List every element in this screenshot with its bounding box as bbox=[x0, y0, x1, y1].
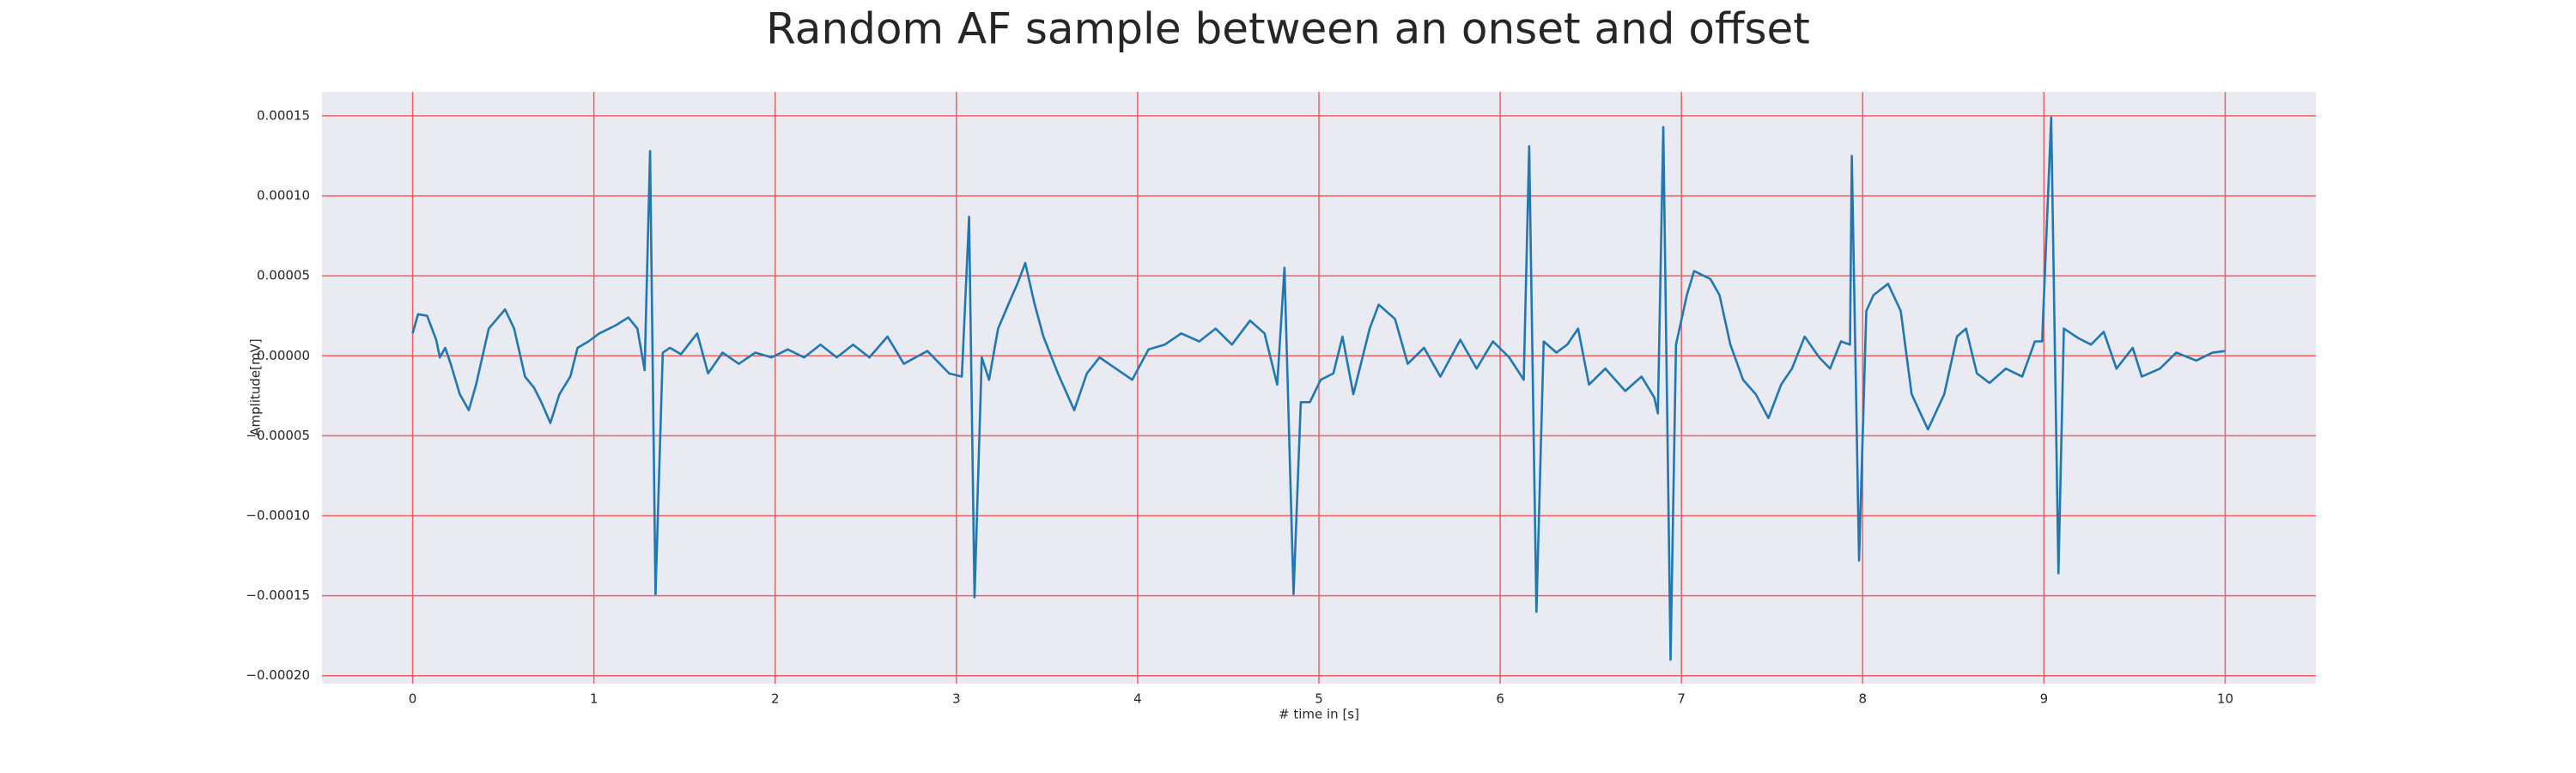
y-tick-label: −0.00020 bbox=[246, 667, 310, 683]
y-axis-label: Amplitude[mV] bbox=[248, 338, 264, 435]
x-tick-label: 0 bbox=[409, 691, 417, 707]
y-tick-label: −0.00010 bbox=[246, 508, 310, 523]
x-tick-label: 7 bbox=[1677, 691, 1686, 707]
x-tick-label: 6 bbox=[1496, 691, 1504, 707]
y-tick-label: 0.00000 bbox=[257, 348, 310, 363]
x-tick-label: 8 bbox=[1858, 691, 1867, 707]
y-tick-label: −0.00015 bbox=[246, 587, 310, 603]
x-tick-label: 2 bbox=[771, 691, 780, 707]
chart-title: Random AF sample between an onset and of… bbox=[766, 4, 1810, 54]
y-tick-label: 0.00010 bbox=[257, 188, 310, 204]
x-tick-label: 10 bbox=[2217, 691, 2233, 707]
line-series bbox=[411, 116, 2226, 661]
x-tick-label: 1 bbox=[590, 691, 598, 707]
x-tick-label: 3 bbox=[952, 691, 961, 707]
x-axis-label: # time in [s] bbox=[1279, 707, 1359, 722]
y-tick-label: 0.00005 bbox=[257, 268, 310, 283]
x-tick-label: 5 bbox=[1315, 691, 1323, 707]
y-tick-label: 0.00015 bbox=[257, 107, 310, 123]
y-tick-label: −0.00005 bbox=[246, 428, 310, 443]
x-tick-label: 9 bbox=[2040, 691, 2049, 707]
x-tick-label: 4 bbox=[1133, 691, 1142, 707]
